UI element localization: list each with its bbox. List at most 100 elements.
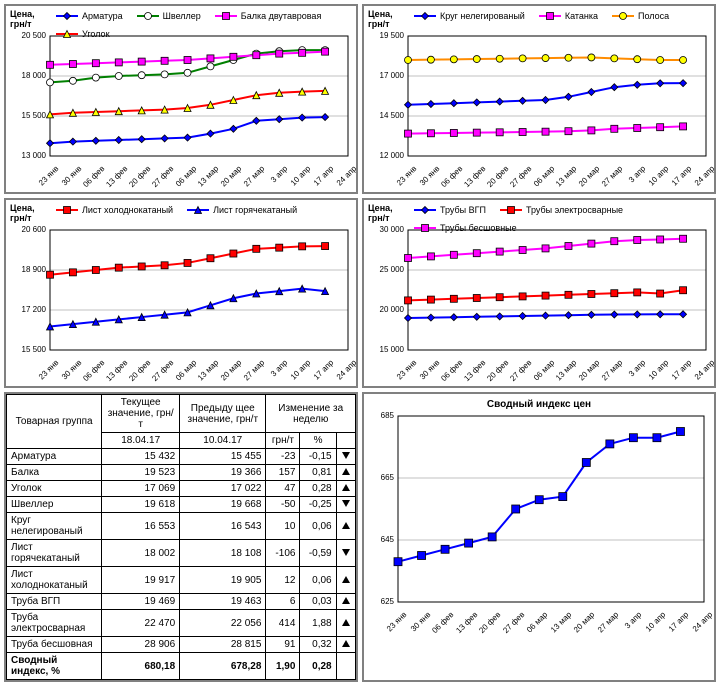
th-date-cur: 18.04.17 <box>102 433 180 449</box>
cell-name: Труба ВГП <box>7 594 102 610</box>
y-tick-label: 18 000 <box>6 71 46 80</box>
y-tick-label: 625 <box>364 597 394 606</box>
cell-current: 16 553 <box>102 513 180 540</box>
y-axis-title: Цена, грн/т <box>10 204 50 224</box>
cell-name: Швеллер <box>7 497 102 513</box>
th-prev: Предыду щее значение, грн/т <box>180 395 266 433</box>
th-date-prev: 10.04.17 <box>180 433 266 449</box>
triangle-up-icon <box>342 619 350 626</box>
cell-pct: -0,25 <box>300 497 336 513</box>
table-row: Лист горячекатаный 18 002 18 108 -106 -0… <box>7 540 356 567</box>
cell-pct: 0,06 <box>300 513 336 540</box>
price-table: Товарная группа Текущее значение, грн/т … <box>6 394 356 680</box>
cell-direction <box>336 481 355 497</box>
chart-legend: Арматура Швеллер Балка двутавровая Уголок <box>50 8 348 42</box>
cell-direction <box>336 567 355 594</box>
cell-pct: 0,06 <box>300 567 336 594</box>
table-panel: Товарная группа Текущее значение, грн/т … <box>4 392 358 682</box>
dashboard-grid: Цена, грн/т Арматура Швеллер Балка двутавро… <box>0 0 720 686</box>
y-tick-label: 15 500 <box>6 345 46 354</box>
cell-delta: 10 <box>266 513 300 540</box>
y-tick-label: 645 <box>364 535 394 544</box>
y-tick-label: 14 500 <box>364 111 404 120</box>
chart-title: Сводный индекс цен <box>364 396 714 413</box>
legend-label: Трубы бесшовные <box>440 223 517 233</box>
triangle-up-icon <box>342 468 350 475</box>
y-tick-label: 19 500 <box>364 31 404 40</box>
cell-name: Балка <box>7 465 102 481</box>
cell-name: Труба электросварная <box>7 610 102 637</box>
y-tick-label: 15 000 <box>364 345 404 354</box>
legend-item: Балка двутавровая <box>215 11 322 21</box>
cell-delta: 47 <box>266 481 300 497</box>
legend-label: Балка двутавровая <box>241 11 322 21</box>
cell-name: Лист горячекатаный <box>7 540 102 567</box>
th-change: Изменение за неделю <box>266 395 356 433</box>
cell-delta: 157 <box>266 465 300 481</box>
cell-current: 19 618 <box>102 497 180 513</box>
cell-prev: 17 022 <box>180 481 266 497</box>
cell-pct: 0,81 <box>300 465 336 481</box>
table-summary-row: Сводный индекс, % 680,18 678,28 1,90 0,2… <box>7 653 356 680</box>
y-tick-label: 12 000 <box>364 151 404 160</box>
cell-delta: 414 <box>266 610 300 637</box>
y-tick-label: 15 500 <box>6 111 46 120</box>
cell-pct: 1,88 <box>300 610 336 637</box>
triangle-up-icon <box>342 597 350 604</box>
triangle-up-icon <box>342 576 350 583</box>
chart-legend: Круг нелегированыйКатанкаПолоса <box>408 8 706 24</box>
y-tick-label: 20 000 <box>364 305 404 314</box>
cell-prev: 18 108 <box>180 540 266 567</box>
cell-current: 19 469 <box>102 594 180 610</box>
triangle-down-icon <box>342 452 350 459</box>
cell-prev: 19 905 <box>180 567 266 594</box>
cell-current: 19 523 <box>102 465 180 481</box>
y-tick-label: 30 000 <box>364 225 404 234</box>
cell-current: 19 917 <box>102 567 180 594</box>
chart-legend: Лист холоднокатаныйЛист горячекатаный <box>50 202 348 218</box>
cell-name: Арматура <box>7 449 102 465</box>
table-row: Швеллер 19 618 19 668 -50 -0,25 <box>7 497 356 513</box>
cell-prev: 16 543 <box>180 513 266 540</box>
legend-label: Швеллер <box>163 11 201 21</box>
legend-label: Уголок <box>82 29 110 39</box>
legend-label: Арматура <box>82 11 123 21</box>
table-row: Труба бесшовная 28 906 28 815 91 0,32 <box>7 637 356 653</box>
cell-delta: -50 <box>266 497 300 513</box>
cell-direction <box>336 594 355 610</box>
cell-name: Круг нелегированый <box>7 513 102 540</box>
th-unit: грн/т <box>266 433 300 449</box>
cell-direction <box>336 540 355 567</box>
th-group: Товарная группа <box>7 395 102 449</box>
chart-panel-3: Цена, грн/тЛист холоднокатаныйЛист горяч… <box>4 198 358 388</box>
cell-direction <box>336 465 355 481</box>
cell-delta: -106 <box>266 540 300 567</box>
cell-prev: 19 463 <box>180 594 266 610</box>
y-tick-label: 25 000 <box>364 265 404 274</box>
legend-label: Круг нелегированый <box>440 11 525 21</box>
cell-name: Сводный индекс, % <box>7 653 102 680</box>
legend-item: Трубы ВГП <box>414 205 486 215</box>
chart-panel-4: Цена, грн/тТрубы ВГПТрубы электросварные… <box>362 198 716 388</box>
cell-name: Лист холоднокатаный <box>7 567 102 594</box>
y-tick-label: 17 200 <box>6 305 46 314</box>
cell-direction <box>336 637 355 653</box>
y-axis-title: Цена, грн/т <box>10 10 50 30</box>
chart-panel-1: Цена, грн/т Арматура Швеллер Балка двутавро… <box>4 4 358 194</box>
legend-item: Швеллер <box>137 11 201 21</box>
cell-current: 22 470 <box>102 610 180 637</box>
legend-label: Полоса <box>638 11 669 21</box>
y-tick-label: 685 <box>364 411 394 420</box>
cell-name: Уголок <box>7 481 102 497</box>
cell-delta: 1,90 <box>266 653 300 680</box>
y-tick-label: 13 000 <box>6 151 46 160</box>
cell-pct: -0,59 <box>300 540 336 567</box>
table-row: Труба электросварная 22 470 22 056 414 1… <box>7 610 356 637</box>
cell-delta: 91 <box>266 637 300 653</box>
legend-label: Трубы ВГП <box>440 205 486 215</box>
cell-pct: 0,32 <box>300 637 336 653</box>
cell-delta: 12 <box>266 567 300 594</box>
y-tick-label: 20 500 <box>6 31 46 40</box>
table-row: Уголок 17 069 17 022 47 0,28 <box>7 481 356 497</box>
legend-item: Лист горячекатаный <box>187 205 297 215</box>
